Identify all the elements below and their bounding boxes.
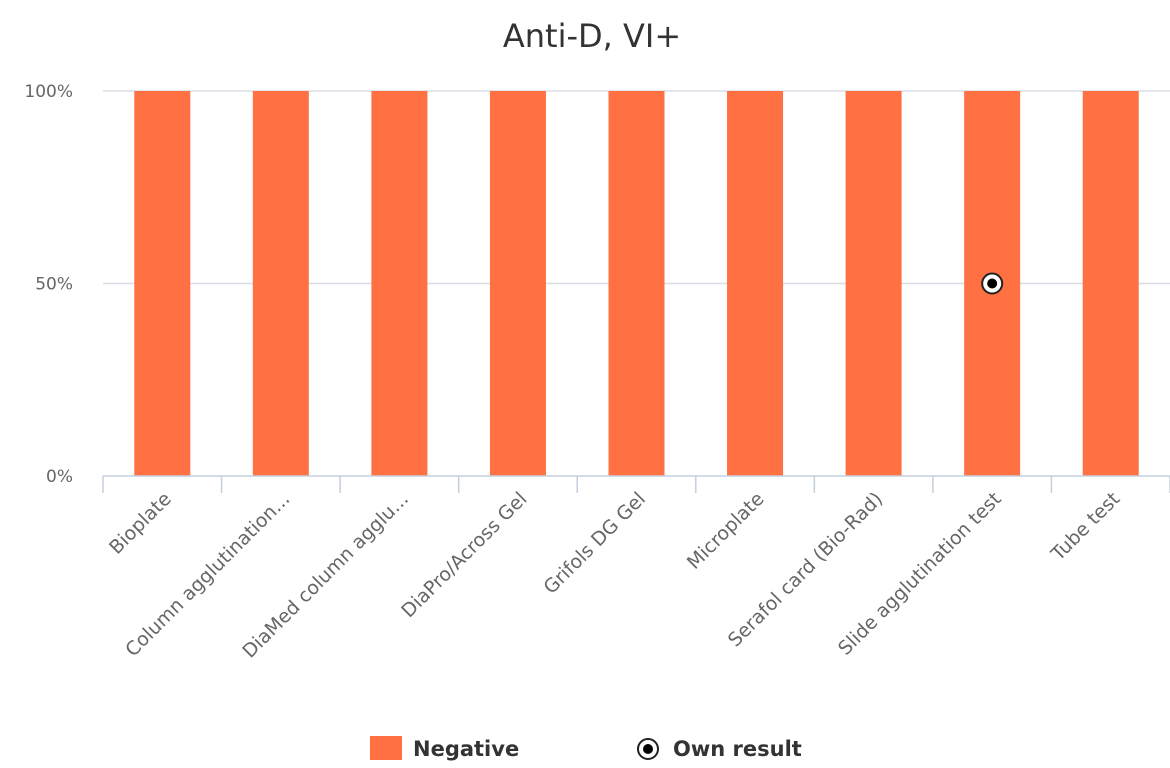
legend: Negative Own result [370, 736, 802, 761]
bar[interactable] [845, 91, 902, 476]
x-axis [102, 475, 1170, 493]
own-result-marker-dot [987, 278, 998, 289]
bar[interactable] [371, 91, 428, 476]
x-tick-label: Tube test [1046, 488, 1124, 566]
legend-item-own-result[interactable]: Own result [637, 737, 802, 761]
legend-swatch-negative [370, 736, 402, 760]
own-result-markers [981, 272, 1004, 295]
x-tick-label: Microplate [683, 488, 769, 574]
bar[interactable] [134, 91, 191, 476]
bar[interactable] [727, 91, 784, 476]
y-tick-label: 100% [24, 82, 73, 102]
bar[interactable] [1082, 91, 1139, 476]
legend-item-negative[interactable]: Negative [370, 736, 519, 761]
bar[interactable] [489, 91, 546, 476]
y-tick-label: 0% [46, 467, 73, 487]
legend-label-negative: Negative [413, 737, 519, 761]
bar[interactable] [252, 91, 309, 476]
x-tick-label: DiaPro/Across Gel [397, 488, 531, 622]
x-tick-label: Grifols DG Gel [539, 488, 650, 599]
y-axis-ticks: 0% 50% 100% [24, 82, 73, 487]
legend-own-result-icon-dot [643, 744, 653, 754]
y-tick-label: 50% [35, 275, 73, 295]
bar[interactable] [608, 91, 665, 476]
chart-title: Anti-D, VI+ [503, 17, 681, 55]
legend-label-own-result: Own result [673, 737, 802, 761]
x-tick-label: Bioplate [105, 488, 176, 559]
